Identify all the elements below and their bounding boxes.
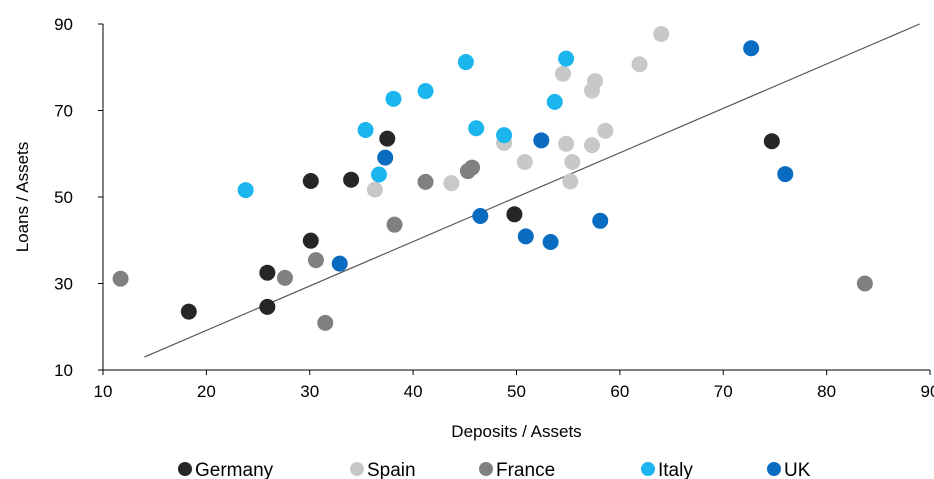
- y-axis-title: Loans / Assets: [13, 142, 32, 253]
- legend-label-italy: Italy: [658, 460, 693, 479]
- point-uk: [377, 149, 394, 166]
- point-italy: [558, 50, 575, 67]
- trendline-group: [144, 23, 920, 358]
- x-tick-label: 70: [714, 382, 733, 401]
- point-italy: [546, 93, 563, 110]
- point-germany: [506, 206, 523, 223]
- point-germany: [763, 133, 780, 150]
- point-italy: [357, 121, 374, 138]
- point-italy: [496, 127, 513, 144]
- point-spain: [443, 175, 460, 192]
- legend: Germany Spain France Italy UK: [178, 460, 811, 479]
- point-france: [276, 269, 293, 286]
- point-spain: [564, 153, 581, 170]
- point-spain: [653, 25, 670, 42]
- point-germany: [180, 303, 197, 320]
- legend-label-spain: Spain: [367, 460, 416, 479]
- point-spain: [558, 135, 575, 152]
- point-uk: [743, 40, 760, 57]
- trendline: [144, 23, 920, 358]
- legend-marker-germany: [178, 462, 192, 476]
- point-uk: [472, 208, 489, 225]
- point-france: [307, 252, 324, 269]
- legend-label-uk: UK: [784, 460, 811, 479]
- point-uk: [592, 212, 609, 229]
- point-uk: [533, 132, 550, 149]
- point-uk: [542, 233, 559, 250]
- legend-marker-france: [479, 462, 493, 476]
- point-italy: [457, 54, 474, 71]
- x-tick-label: 20: [197, 382, 216, 401]
- point-uk: [777, 166, 794, 183]
- point-france: [112, 270, 129, 287]
- legend-label-france: France: [496, 460, 555, 479]
- point-germany: [302, 232, 319, 249]
- x-tick-label: 90: [921, 382, 934, 401]
- point-uk: [331, 255, 348, 272]
- point-france: [417, 173, 434, 190]
- y-tick-label: 50: [54, 188, 73, 207]
- point-spain: [631, 56, 648, 73]
- point-france: [856, 275, 873, 292]
- y-tick-label: 70: [54, 102, 73, 121]
- legend-label-germany: Germany: [195, 460, 274, 479]
- point-germany: [259, 298, 276, 315]
- y-tick-label: 30: [54, 275, 73, 294]
- point-germany: [343, 171, 360, 188]
- point-italy: [371, 166, 388, 183]
- legend-marker-italy: [641, 462, 655, 476]
- point-italy: [237, 182, 254, 199]
- point-germany: [379, 130, 396, 147]
- point-uk: [517, 228, 534, 245]
- y-tick-label: 90: [54, 15, 73, 34]
- point-france: [317, 314, 334, 331]
- point-italy: [385, 90, 402, 107]
- x-tick-label: 30: [300, 382, 319, 401]
- legend-marker-uk: [767, 462, 781, 476]
- point-spain: [366, 181, 383, 198]
- point-germany: [302, 172, 319, 189]
- point-spain: [516, 153, 533, 170]
- point-spain: [562, 173, 579, 190]
- point-france: [464, 159, 481, 176]
- y-tick-label: 10: [54, 361, 73, 380]
- x-tick-label: 60: [610, 382, 629, 401]
- point-spain: [587, 73, 604, 90]
- x-axis-title: Deposits / Assets: [451, 422, 581, 441]
- data-points: [112, 25, 873, 331]
- point-germany: [259, 264, 276, 281]
- point-spain: [583, 137, 600, 154]
- axes: 10 20 30 40 50 60 70 80 90 10 30 50 70 90: [54, 15, 934, 401]
- x-tick-label: 10: [94, 382, 113, 401]
- x-tick-label: 80: [817, 382, 836, 401]
- point-spain: [597, 122, 614, 139]
- point-france: [386, 216, 403, 233]
- x-tick-label: 50: [507, 382, 526, 401]
- point-spain: [555, 65, 572, 82]
- x-tick-label: 40: [404, 382, 423, 401]
- point-italy: [417, 83, 434, 100]
- point-italy: [468, 120, 485, 137]
- legend-marker-spain: [350, 462, 364, 476]
